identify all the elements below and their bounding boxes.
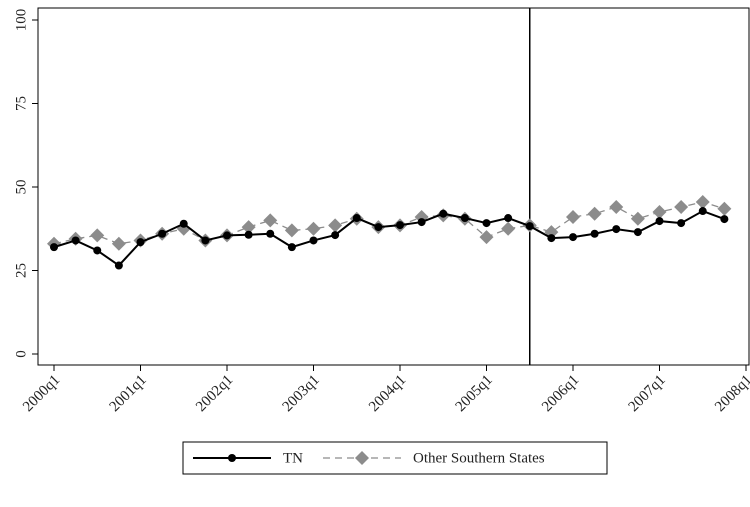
point bbox=[655, 217, 664, 226]
point bbox=[396, 221, 404, 230]
point bbox=[652, 205, 667, 220]
point bbox=[90, 228, 105, 243]
point bbox=[590, 229, 599, 238]
legend-label: Other Southern States bbox=[413, 450, 545, 466]
point bbox=[71, 236, 80, 245]
point bbox=[482, 219, 491, 228]
point bbox=[525, 222, 534, 231]
point bbox=[355, 451, 369, 465]
point bbox=[111, 236, 126, 251]
point bbox=[158, 229, 167, 238]
point bbox=[244, 230, 253, 239]
y-tick-label: 100 bbox=[13, 9, 29, 32]
point bbox=[287, 243, 296, 252]
point bbox=[136, 238, 145, 247]
point bbox=[677, 219, 686, 228]
point bbox=[331, 231, 340, 240]
point bbox=[630, 211, 645, 226]
point bbox=[674, 200, 689, 215]
point bbox=[374, 223, 383, 232]
point bbox=[633, 228, 642, 237]
point bbox=[717, 201, 732, 216]
y-tick-label: 50 bbox=[13, 180, 29, 195]
point bbox=[306, 221, 321, 236]
point bbox=[479, 230, 494, 245]
y-tick-label: 75 bbox=[13, 96, 29, 111]
point bbox=[569, 233, 577, 242]
point bbox=[609, 200, 624, 215]
x-tick-label: 2008q1 bbox=[712, 372, 750, 415]
point bbox=[263, 213, 278, 228]
point bbox=[201, 236, 210, 245]
x-tick-label: 2006q1 bbox=[539, 372, 582, 415]
plot-frame bbox=[37, 7, 750, 366]
point bbox=[695, 195, 710, 210]
point bbox=[501, 221, 516, 236]
x-tick-label: 2004q1 bbox=[366, 372, 409, 415]
point bbox=[612, 225, 621, 234]
point bbox=[328, 218, 343, 233]
point bbox=[228, 454, 236, 462]
point bbox=[698, 207, 707, 216]
y-tick-label: 25 bbox=[13, 263, 29, 278]
point bbox=[309, 236, 318, 245]
point bbox=[439, 209, 448, 218]
point bbox=[93, 246, 102, 255]
point bbox=[417, 218, 426, 227]
point bbox=[179, 219, 188, 228]
x-tick-label: 2003q1 bbox=[280, 372, 323, 415]
y-tick-label: 0 bbox=[13, 350, 29, 358]
point bbox=[241, 220, 256, 235]
point bbox=[547, 234, 556, 243]
point bbox=[284, 223, 299, 238]
legend-label: TN bbox=[283, 450, 303, 466]
x-tick-label: 2007q1 bbox=[626, 372, 669, 415]
x-tick-label: 2000q1 bbox=[20, 372, 63, 415]
point bbox=[50, 243, 58, 252]
point bbox=[566, 210, 580, 225]
point bbox=[720, 215, 729, 224]
point bbox=[587, 206, 602, 221]
point bbox=[223, 231, 231, 240]
x-tick-label: 2001q1 bbox=[107, 372, 150, 415]
point bbox=[352, 214, 361, 223]
point bbox=[460, 214, 469, 223]
point bbox=[266, 229, 275, 238]
x-tick-label: 2002q1 bbox=[193, 372, 236, 415]
x-tick-label: 2005q1 bbox=[453, 372, 496, 415]
point bbox=[504, 214, 513, 223]
point bbox=[114, 261, 123, 270]
